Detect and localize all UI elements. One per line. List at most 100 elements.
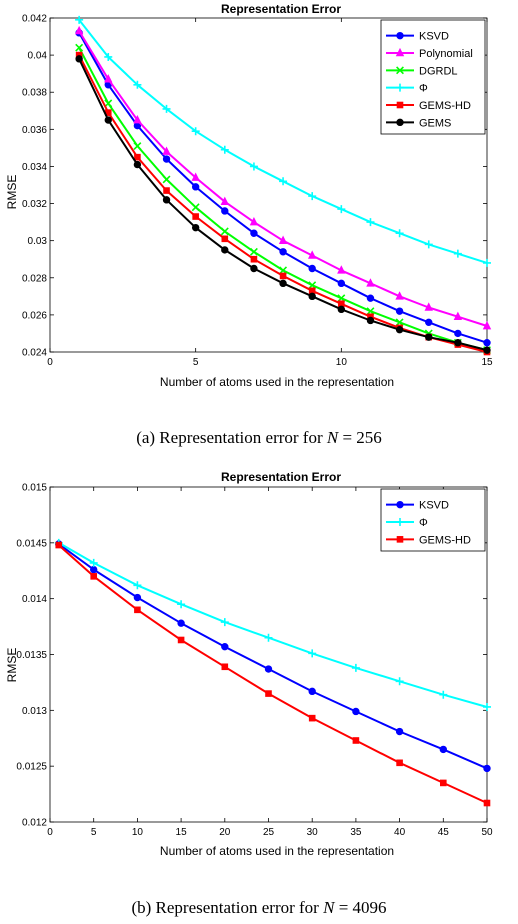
chart-a-legend: KSVD Polynomial DGRDL Φ GEMS-HD GEMS [380,19,486,135]
data-point [74,25,84,35]
data-point [162,104,171,113]
legend-label: Φ [419,517,428,529]
legend-marker [396,500,404,509]
legend-marker [396,536,404,543]
data-point [75,55,83,63]
data-point [264,665,273,673]
chart-b: Representation Error Number of atoms use… [5,470,493,858]
chart-b-ylabel: RMSE [5,648,19,683]
legend-item: Φ [386,517,428,529]
data-point [483,799,491,807]
data-point [177,636,185,644]
data-point [162,196,171,204]
chart-b-ytick-label: 0.015 [22,483,47,494]
chart-a-ytick-label: 0.038 [22,88,47,99]
data-point [250,264,258,273]
data-point [395,677,404,686]
data-point [352,707,360,716]
data-point [424,302,433,311]
chart-b-series-phi [54,538,491,711]
chart-b-xtick-label: 30 [307,827,319,838]
chart-a-axes-box [49,17,488,353]
data-point [308,264,316,273]
data-point [220,145,229,154]
data-point [483,346,491,354]
legend-label: Polynomial [419,48,473,60]
data-point [440,779,447,787]
data-point [191,127,200,136]
chart-a-ylabel: RMSE [5,175,19,210]
legend-label: Φ [419,83,428,95]
caption-a: (a) Representation error for N = 256 [136,428,382,447]
data-point [439,745,447,754]
data-point [265,690,272,697]
data-point [454,329,462,338]
chart-a-ytick-label: 0.04 [28,51,48,62]
chart-a-ytick-label: 0.042 [22,14,47,25]
chart-b-title: Representation Error [221,470,341,484]
data-point [482,320,492,330]
data-point [220,196,230,205]
chart-b-ytick-label: 0.0135 [16,650,47,661]
data-point [250,255,258,263]
data-point [90,573,98,580]
data-point [337,205,346,214]
chart-a-ytick-label: 0.032 [22,199,47,210]
chart-a-ytick-label: 0.028 [22,273,47,284]
data-point [177,600,186,609]
data-point [483,258,491,267]
data-point [162,155,171,163]
legend-marker [395,47,405,57]
data-point [221,642,229,651]
data-point [221,663,229,671]
legend-item: GEMS [386,117,451,129]
data-point [278,235,288,244]
chart-a-ytick-label: 0.036 [22,125,47,136]
data-point [425,333,433,341]
chart-b-series-ksvd [55,540,491,773]
chart-b-xtick-label: 5 [91,827,97,838]
data-point [221,246,229,254]
data-point [249,216,259,226]
data-point [395,326,404,334]
legend-item: KSVD [386,500,449,512]
chart-a-xtick-label: 15 [481,357,493,368]
legend-label: DGRDL [419,65,458,77]
data-point [395,229,404,238]
legend-item: Φ [386,83,428,95]
data-point [395,307,404,315]
data-point [90,565,98,574]
legend-label: KSVD [419,500,449,512]
data-point [308,649,317,658]
legend-box [380,19,486,135]
data-point [308,714,316,722]
data-point [191,203,200,212]
chart-b-xtick-label: 10 [132,827,144,838]
chart-a-ytick-label: 0.026 [22,310,47,321]
chart-b-xlabel: Number of atoms used in the representati… [160,844,394,858]
legend-marker [396,101,404,109]
chart-b-xtick-label: 25 [263,827,275,838]
data-point [483,702,491,711]
data-point [396,759,403,767]
chart-a-ytick-label: 0.034 [22,162,47,173]
data-point [351,663,360,672]
data-point [177,619,185,627]
data-point [133,593,142,602]
data-point [162,175,171,184]
legend-item: GEMS-HD [386,100,471,112]
chart-b-xtick-label: 20 [219,827,231,838]
legend-marker [396,518,404,526]
legend-item: Polynomial [386,47,473,60]
data-point [454,339,462,347]
data-point [366,218,375,227]
data-point [133,114,142,124]
chart-b-ytick-label: 0.0145 [16,538,47,549]
data-point [163,187,170,194]
chart-b-xtick-label: 15 [176,827,188,838]
data-point [75,15,84,24]
data-point [134,153,141,161]
data-point [425,318,433,327]
data-point [221,207,229,215]
